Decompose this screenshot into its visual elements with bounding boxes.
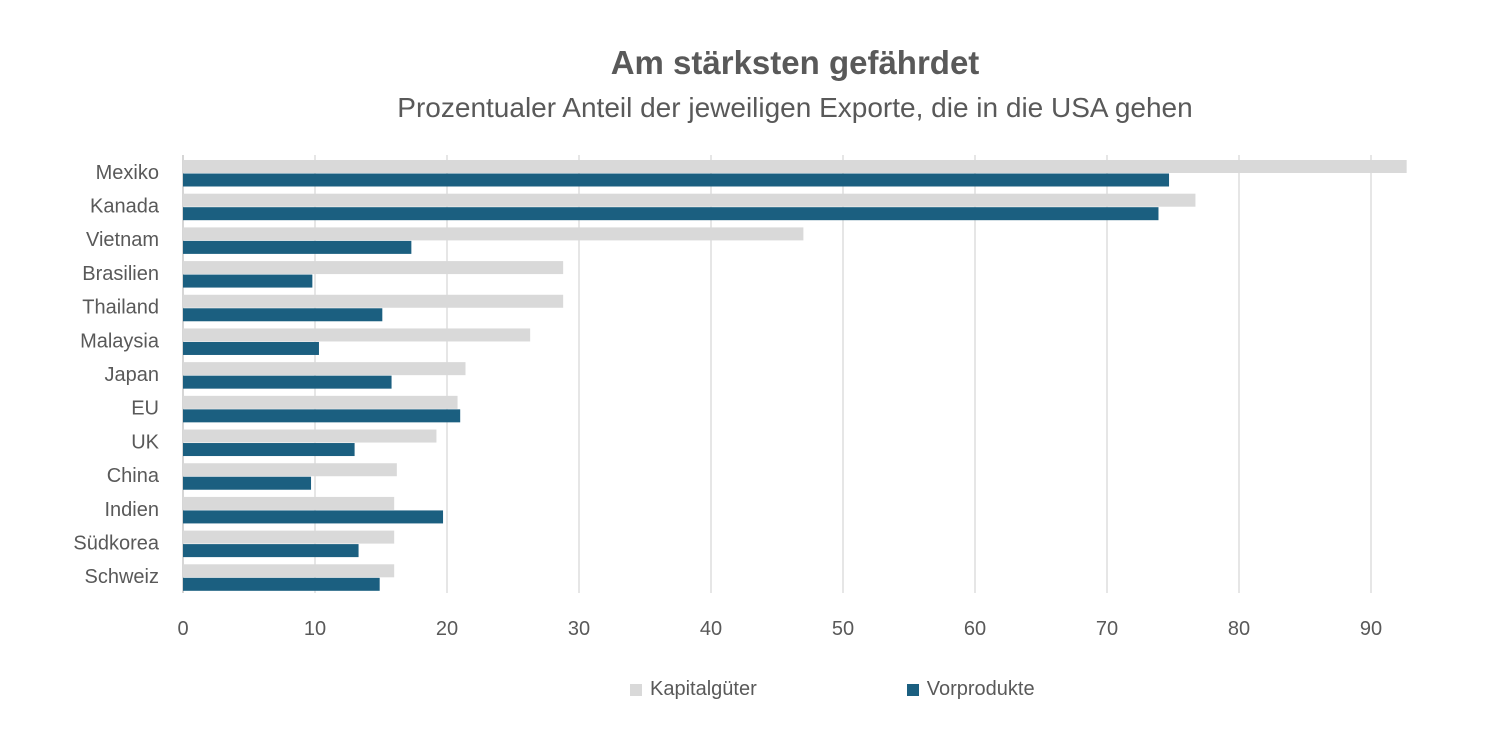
category-label-eu: EU <box>131 398 159 420</box>
bar-sudkorea-vorprodukte <box>183 544 359 558</box>
category-label-vietnam: Vietnam <box>86 229 159 251</box>
bar-brasilien-kapitalgueter <box>183 261 564 275</box>
bar-malaysia-vorprodukte <box>183 341 319 355</box>
x-tick-label-0: 0 <box>177 618 188 640</box>
chart-subtitle: Prozentualer Anteil der jeweiligen Expor… <box>397 92 1193 123</box>
bar-malaysia-kapitalgueter <box>183 328 531 342</box>
legend-item-kapitalgueter: Kapitalgüter <box>630 678 757 701</box>
legend: Kapitalgüter Vorprodukte <box>630 678 1185 701</box>
x-tick-label-60: 60 <box>964 618 986 640</box>
bar-mexiko-vorprodukte <box>183 173 1170 187</box>
bar-kanada-vorprodukte <box>183 207 1159 221</box>
x-tick-label-40: 40 <box>700 618 722 640</box>
x-tick-label-80: 80 <box>1228 618 1250 640</box>
bar-layer <box>183 160 1407 591</box>
category-labels: Mexiko Kanada Vietnam Brasilien Thailand Mala… <box>73 162 159 588</box>
bar-schweiz-vorprodukte <box>183 577 380 591</box>
bar-japan-kapitalgueter <box>183 362 466 376</box>
category-label-thailand: Thailand <box>82 297 159 319</box>
category-label-mexiko: Mexiko <box>96 162 159 184</box>
bar-eu-vorprodukte <box>183 409 461 423</box>
legend-label-kapitalgueter: Kapitalgüter <box>650 678 757 700</box>
category-label-malaysia: Malaysia <box>80 330 160 352</box>
bar-indien-vorprodukte <box>183 510 444 524</box>
x-tick-label-90: 90 <box>1360 618 1382 640</box>
category-label-china: China <box>107 465 160 487</box>
bar-japan-vorprodukte <box>183 375 392 389</box>
x-tick-label-10: 10 <box>304 618 326 640</box>
category-label-schweiz: Schweiz <box>85 566 159 588</box>
x-tick-label-70: 70 <box>1096 618 1118 640</box>
bar-mexiko-kapitalgueter <box>183 160 1407 173</box>
x-axis-ticks: 0 10 20 30 40 50 60 70 80 90 <box>177 618 1382 640</box>
bar-uk-kapitalgueter <box>183 429 437 443</box>
x-tick-label-30: 30 <box>568 618 590 640</box>
bar-china-kapitalgueter <box>183 463 397 477</box>
legend-label-vorprodukte: Vorprodukte <box>926 678 1035 700</box>
legend-swatch-vorprodukte <box>906 683 919 696</box>
bar-brasilien-vorprodukte <box>183 274 313 288</box>
category-label-sudkorea: Südkorea <box>73 532 159 554</box>
bar-uk-vorprodukte <box>183 443 355 457</box>
bar-schweiz-kapitalgueter <box>183 564 395 578</box>
bar-thailand-kapitalgueter <box>183 294 564 308</box>
legend-swatch-kapitalgueter <box>630 683 642 696</box>
bar-thailand-vorprodukte <box>183 308 383 322</box>
bar-kanada-kapitalgueter <box>183 193 1196 207</box>
bar-vietnam-kapitalgueter <box>183 227 804 241</box>
bar-vietnam-vorprodukte <box>183 240 412 254</box>
category-label-indien: Indien <box>105 499 160 521</box>
category-label-uk: UK <box>131 431 159 453</box>
x-tick-label-20: 20 <box>436 618 458 640</box>
bar-sudkorea-kapitalgueter <box>183 530 395 544</box>
bar-china-vorprodukte <box>183 476 312 490</box>
category-label-japan: Japan <box>105 364 160 386</box>
legend-item-vorprodukte: Vorprodukte <box>906 678 1035 701</box>
bar-eu-kapitalgueter <box>183 395 458 409</box>
chart-title: Am stärksten gefährdet <box>610 44 980 81</box>
category-label-brasilien: Brasilien <box>82 263 159 285</box>
category-label-kanada: Kanada <box>90 196 160 218</box>
x-tick-label-50: 50 <box>832 618 854 640</box>
bar-indien-kapitalgueter <box>183 496 395 510</box>
